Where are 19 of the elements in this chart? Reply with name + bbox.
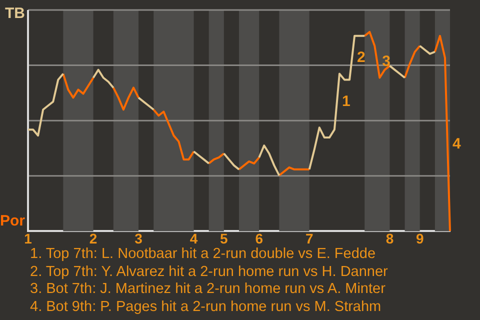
- x-tick-label: 8: [386, 230, 394, 246]
- x-tick-label: 4: [190, 230, 198, 246]
- annotation: 3: [382, 52, 390, 70]
- x-tick-label: 7: [305, 230, 314, 246]
- text: 4. Bot 9th: P. Pages hit a 2-run home run vs M. Strahm: [30, 298, 382, 316]
- x-tick-label: 2: [89, 230, 98, 246]
- x-tick-label: 5: [220, 230, 228, 246]
- x-tick-label: 3: [134, 230, 143, 246]
- text: Por: [0, 212, 26, 230]
- x-tick-label: 1: [24, 230, 32, 246]
- x-tick-label: 6: [255, 230, 264, 246]
- text: 1. Top 7th: L. Nootbaar hit a 2-run double vs E. Fedde: [30, 246, 377, 264]
- text: 3. Bot 7th: J. Martinez hit a 2-run home run vs A. Minter: [30, 281, 386, 298]
- x-tick-label: 9: [416, 230, 424, 246]
- text: 4: [452, 136, 462, 153]
- text: 2. Top 7th: Y. Alvarez hit a 2-run home run vs H. Danner: [30, 264, 389, 281]
- text: TB: [5, 5, 26, 22]
- annotation: 1: [342, 92, 350, 110]
- annotation: 2: [357, 48, 366, 66]
